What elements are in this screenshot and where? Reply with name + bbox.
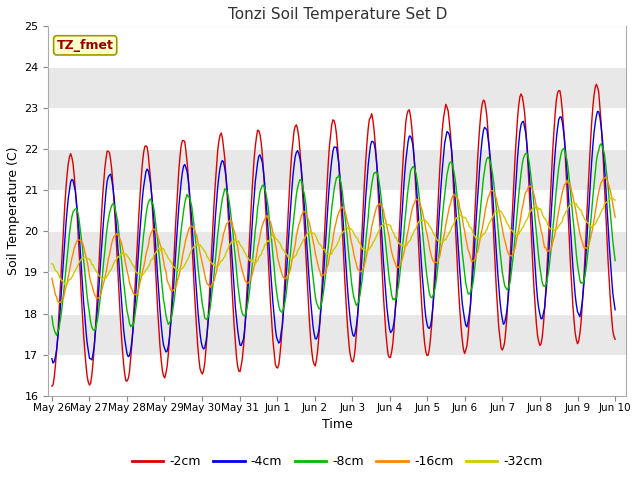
-16cm <box>48 276 56 281</box>
-32cm <box>608 194 616 200</box>
Line: -16cm: -16cm <box>52 177 615 302</box>
-4cm <box>287 206 294 212</box>
-16cm <box>561 181 568 187</box>
-8cm <box>48 313 56 319</box>
-4cm <box>364 163 372 168</box>
Bar <box>48 355 627 396</box>
-32cm <box>364 247 372 252</box>
-16cm <box>287 266 294 272</box>
-8cm <box>463 286 471 291</box>
-32cm <box>61 281 68 287</box>
-8cm <box>597 141 605 147</box>
-8cm <box>287 250 294 255</box>
-4cm <box>463 324 471 330</box>
-8cm <box>225 193 232 199</box>
Legend: -2cm, -4cm, -8cm, -16cm, -32cm: -2cm, -4cm, -8cm, -16cm, -32cm <box>127 450 548 473</box>
-32cm <box>225 246 232 252</box>
Line: -2cm: -2cm <box>52 84 615 386</box>
-4cm <box>611 307 619 312</box>
-2cm <box>462 347 470 353</box>
Bar <box>48 273 627 313</box>
-2cm <box>593 82 600 87</box>
-32cm <box>48 261 56 266</box>
Line: -8cm: -8cm <box>52 144 615 335</box>
-16cm <box>392 261 399 266</box>
-8cm <box>52 332 60 338</box>
Y-axis label: Soil Temperature (C): Soil Temperature (C) <box>7 146 20 275</box>
-4cm <box>225 199 232 204</box>
-2cm <box>223 191 231 196</box>
-8cm <box>364 215 372 220</box>
-32cm <box>561 212 568 218</box>
-2cm <box>390 326 398 332</box>
-2cm <box>285 187 293 193</box>
Bar <box>48 190 627 231</box>
-4cm <box>48 356 56 361</box>
-32cm <box>463 218 471 224</box>
-32cm <box>287 256 294 262</box>
-4cm <box>392 308 399 314</box>
-2cm <box>611 336 619 342</box>
-2cm <box>559 121 567 127</box>
Bar <box>48 231 627 273</box>
-4cm <box>49 360 57 366</box>
-4cm <box>594 108 602 114</box>
-8cm <box>392 297 399 303</box>
Bar <box>48 108 627 149</box>
-8cm <box>561 147 568 153</box>
Line: -32cm: -32cm <box>52 197 615 284</box>
-16cm <box>56 300 64 305</box>
-32cm <box>392 235 399 240</box>
Bar <box>48 26 627 67</box>
-16cm <box>463 241 471 247</box>
-2cm <box>363 140 371 145</box>
X-axis label: Time: Time <box>322 418 353 431</box>
Title: Tonzi Soil Temperature Set D: Tonzi Soil Temperature Set D <box>228 7 447 22</box>
-8cm <box>611 258 619 264</box>
Line: -4cm: -4cm <box>52 111 615 363</box>
Bar <box>48 313 627 355</box>
Bar <box>48 67 627 108</box>
-16cm <box>225 219 232 225</box>
-16cm <box>611 215 619 220</box>
-16cm <box>602 174 609 180</box>
-16cm <box>364 245 372 251</box>
Bar <box>48 149 627 190</box>
-2cm <box>48 383 56 389</box>
-32cm <box>611 197 619 203</box>
Text: TZ_fmet: TZ_fmet <box>57 39 114 52</box>
-4cm <box>561 137 568 143</box>
